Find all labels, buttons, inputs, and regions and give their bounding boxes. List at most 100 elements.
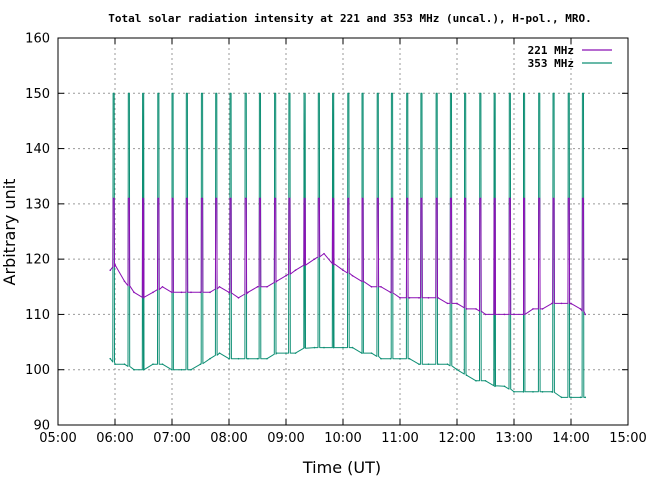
legend: 221 MHz 353 MHz <box>528 44 612 70</box>
x-tick-label: 09:00 <box>267 431 304 446</box>
y-tick-label: 150 <box>25 87 50 102</box>
data-point-221-mhz <box>456 302 458 305</box>
y-tick-label: 110 <box>25 308 50 323</box>
y-tick-label: 130 <box>25 197 50 212</box>
data-point-221-mhz <box>275 280 278 283</box>
data-point-221-mhz <box>361 280 363 283</box>
data-point-221-mhz <box>266 285 268 288</box>
data-point-353-mhz <box>522 391 525 393</box>
legend-label-221-mhz: 221 MHz <box>528 44 574 57</box>
data-point-353-mhz <box>133 368 135 371</box>
x-tick-label: 06:00 <box>96 431 133 446</box>
data-point-221-mhz <box>142 297 145 299</box>
data-point-353-mhz <box>484 379 487 382</box>
data-point-353-mhz <box>475 379 477 382</box>
data-point-353-mhz <box>408 357 411 360</box>
data-point-353-mhz <box>294 352 297 354</box>
x-tick-label: 07:00 <box>153 431 190 446</box>
data-point-353-mhz <box>313 346 316 349</box>
data-point-353-mhz <box>465 374 468 377</box>
data-point-221-mhz <box>323 252 325 255</box>
data-point-221-mhz <box>209 291 211 294</box>
data-point-353-mhz <box>532 391 534 393</box>
data-point-221-mhz <box>285 274 287 277</box>
data-point-221-mhz <box>446 302 449 305</box>
x-tick-label: 14:00 <box>552 431 589 446</box>
data-point-353-mhz <box>579 396 582 399</box>
data-point-353-mhz <box>247 357 249 360</box>
data-point-353-mhz <box>551 391 553 393</box>
data-point-353-mhz <box>570 396 572 399</box>
data-point-221-mhz <box>408 297 411 299</box>
data-point-221-mhz <box>418 297 420 299</box>
data-point-221-mhz <box>465 308 468 310</box>
data-point-353-mhz <box>142 368 145 371</box>
data-point-221-mhz <box>256 285 259 288</box>
data-point-353-mhz <box>427 363 430 365</box>
data-point-221-mhz <box>584 313 587 316</box>
axis-ticks: 05:00 06:00 07:00 08:00 09:00 10:00 11:00 12:00… <box>25 32 647 447</box>
data-point-221-mhz <box>475 308 477 310</box>
data-point-221-mhz <box>109 269 112 272</box>
data-point-221-mhz <box>579 308 582 310</box>
data-point-221-mhz <box>532 308 534 310</box>
data-point-221-mhz <box>484 313 487 316</box>
data-point-353-mhz <box>209 357 211 360</box>
y-axis-label: Arbitrary unit <box>0 179 19 286</box>
x-tick-label: 11:00 <box>381 431 418 446</box>
data-point-221-mhz <box>522 313 525 316</box>
x-tick-label: 13:00 <box>495 431 532 446</box>
data-point-353-mhz <box>560 396 563 399</box>
data-point-353-mhz <box>180 368 183 371</box>
data-point-221-mhz <box>114 263 116 266</box>
data-point-353-mhz <box>152 363 154 365</box>
data-point-353-mhz <box>190 368 192 371</box>
data-point-353-mhz <box>342 346 344 349</box>
data-point-353-mhz <box>323 346 325 349</box>
data-point-221-mhz <box>161 285 164 288</box>
data-point-353-mhz <box>237 357 240 360</box>
data-point-221-mhz <box>541 308 544 310</box>
x-tick-label: 05:00 <box>39 431 76 446</box>
data-point-221-mhz <box>133 291 135 294</box>
data-point-353-mhz <box>456 368 458 371</box>
data-point-221-mhz <box>551 302 553 305</box>
x-tick-label: 08:00 <box>210 431 247 446</box>
grid <box>58 38 628 425</box>
x-axis-label: Time (UT) <box>302 458 381 477</box>
data-point-221-mhz <box>389 291 392 294</box>
data-point-353-mhz <box>513 391 515 393</box>
data-point-353-mhz <box>437 363 439 365</box>
data-point-353-mhz <box>218 352 221 354</box>
x-tick-label: 10:00 <box>324 431 361 446</box>
data-point-221-mhz <box>123 280 126 283</box>
data-point-221-mhz <box>313 258 316 260</box>
data-point-353-mhz <box>171 368 173 371</box>
y-tick-label: 140 <box>25 142 50 157</box>
chart-title: Total solar radiation intensity at 221 a… <box>108 12 591 25</box>
data-point-221-mhz <box>199 291 202 294</box>
data-point-221-mhz <box>351 274 354 277</box>
data-point-221-mhz <box>427 297 430 299</box>
data-point-221-mhz <box>247 291 249 294</box>
data-point-221-mhz <box>503 313 506 316</box>
data-point-221-mhz <box>399 297 401 299</box>
data-point-353-mhz <box>541 391 544 393</box>
data-point-221-mhz <box>190 291 192 294</box>
data-point-221-mhz <box>171 291 173 294</box>
data-point-353-mhz <box>256 357 259 360</box>
y-tick-label: 160 <box>25 32 50 47</box>
data-point-353-mhz <box>109 357 112 360</box>
series-353-mhz <box>109 92 587 399</box>
data-point-221-mhz <box>218 285 221 288</box>
data-point-353-mhz <box>275 352 278 354</box>
series-line-353-mhz <box>109 92 586 398</box>
data-point-353-mhz <box>418 363 420 365</box>
data-point-353-mhz <box>503 385 506 388</box>
data-point-353-mhz <box>370 352 373 354</box>
data-point-353-mhz <box>361 352 363 354</box>
y-tick-label: 100 <box>25 363 50 378</box>
data-point-221-mhz <box>237 297 240 299</box>
data-point-221-mhz <box>332 263 335 266</box>
